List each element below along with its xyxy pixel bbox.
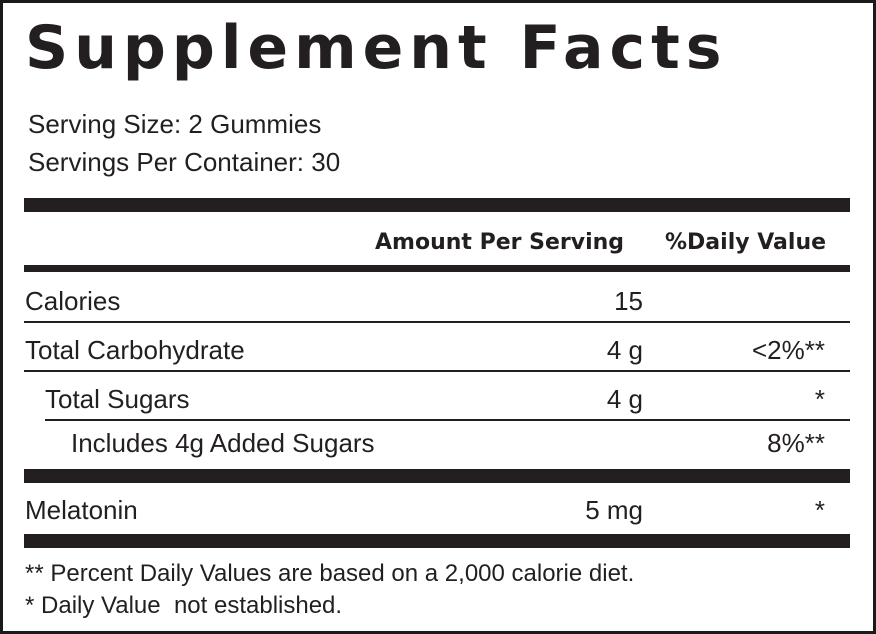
- nutrient-name: Includes 4g Added Sugars: [71, 428, 375, 458]
- nutrient-name: Total Sugars: [45, 384, 190, 414]
- nutrient-name: Melatonin: [25, 495, 138, 525]
- nutrient-amount: 4 g: [606, 335, 643, 365]
- panel-title: Supplement Facts: [25, 13, 728, 83]
- nutrient-amount: 5 mg: [585, 495, 643, 525]
- nutrient-amount: 4 g: [606, 384, 643, 414]
- nutrient-name: Total Carbohydrate: [25, 335, 245, 365]
- header-divider: [24, 265, 850, 272]
- servings-per-container: Servings Per Container: 30: [28, 147, 341, 177]
- nutrient-daily-value: <2%**: [752, 335, 825, 365]
- daily-value-header: %Daily Value: [665, 230, 827, 255]
- nutrient-row-calories: Calories 15: [3, 281, 873, 321]
- row-divider: [45, 419, 850, 421]
- thick-divider-middle: [24, 469, 850, 483]
- amount-per-serving-header: Amount Per Serving: [375, 230, 625, 255]
- serving-size: Serving Size: 2 Gummies: [28, 109, 322, 139]
- nutrient-row-added-sugars: Includes 4g Added Sugars 8%**: [3, 423, 873, 463]
- row-divider: [24, 370, 850, 372]
- nutrient-row-total-sugars: Total Sugars 4 g *: [3, 379, 873, 419]
- thick-divider-top: [24, 198, 850, 212]
- row-divider: [24, 321, 850, 323]
- thick-divider-bottom: [24, 534, 850, 548]
- nutrient-daily-value: *: [814, 384, 825, 414]
- footnote-percent-daily-values: ** Percent Daily Values are based on a 2…: [25, 560, 635, 587]
- nutrient-row-total-carbohydrate: Total Carbohydrate 4 g <2%**: [3, 330, 873, 370]
- nutrient-daily-value: *: [814, 495, 825, 525]
- footnote-daily-value-not-established: * Daily Value not established.: [25, 592, 343, 619]
- nutrient-amount: 15: [614, 286, 643, 316]
- nutrient-daily-value: 8%**: [767, 428, 825, 458]
- nutrient-row-melatonin: Melatonin 5 mg *: [3, 490, 873, 530]
- nutrient-name: Calories: [25, 286, 121, 316]
